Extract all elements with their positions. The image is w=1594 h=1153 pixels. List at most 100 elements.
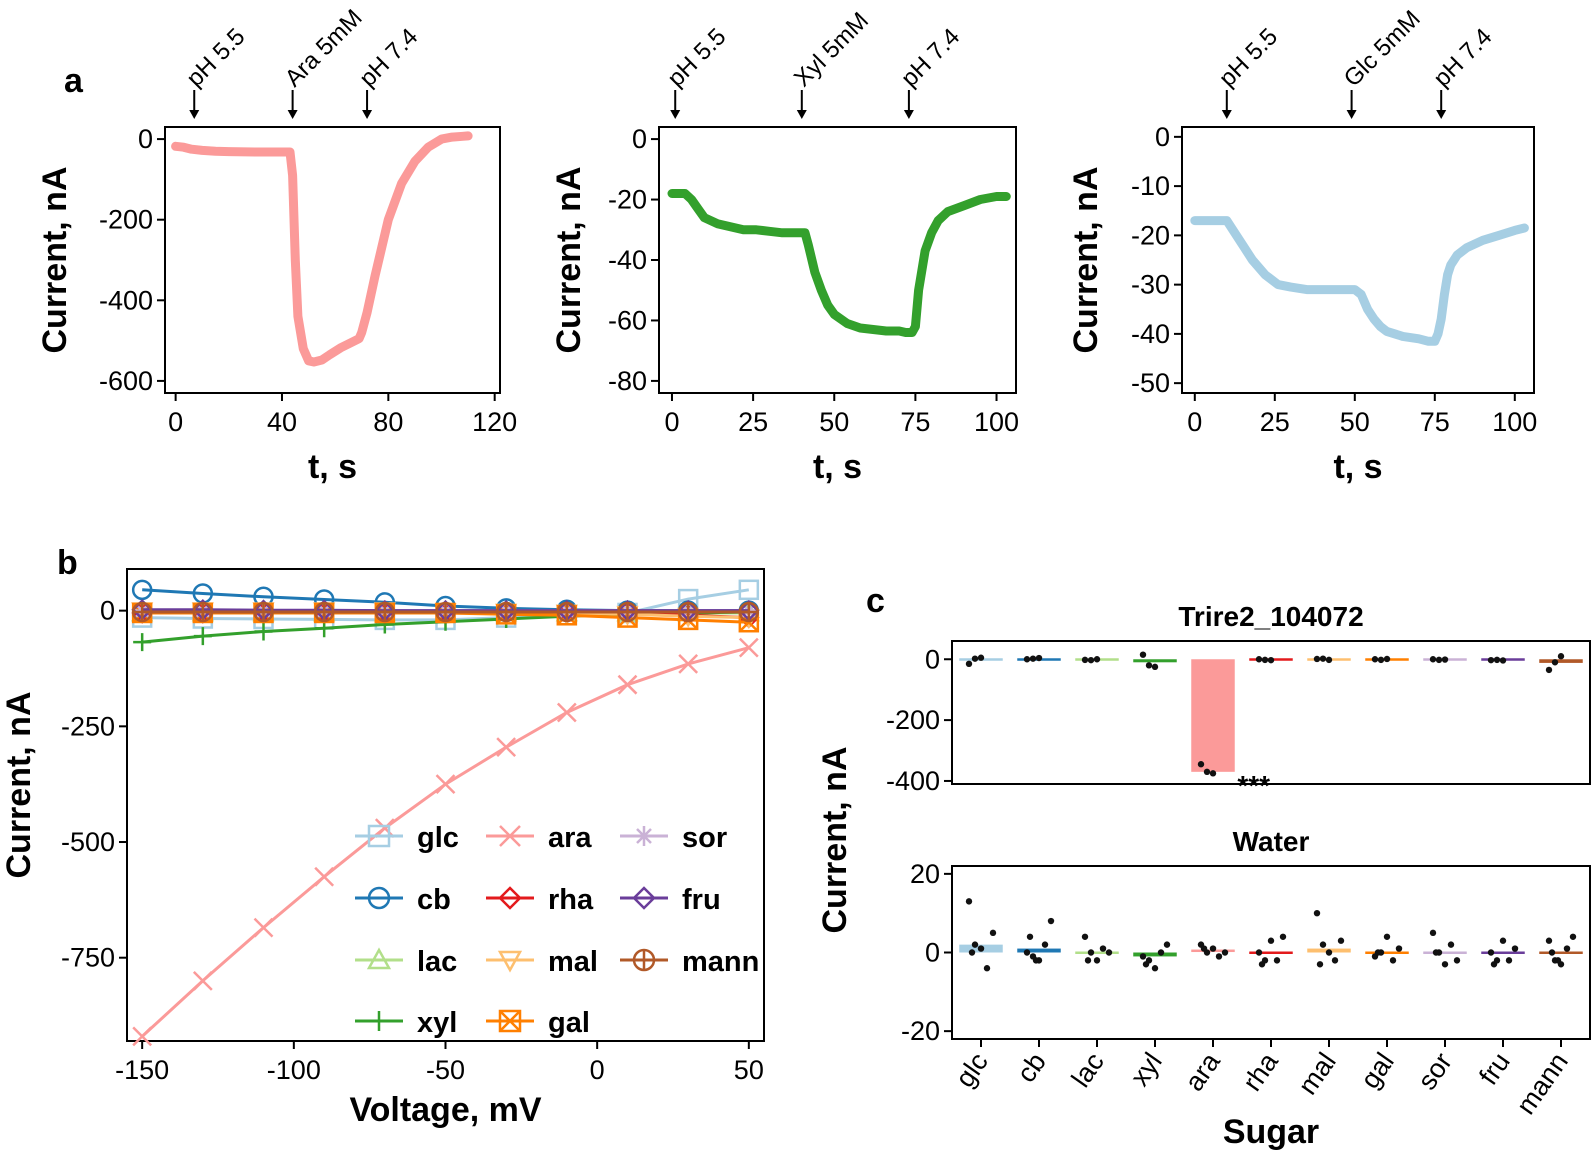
x-tick-label: mal xyxy=(1292,1047,1342,1100)
legend-label: ara xyxy=(548,822,592,854)
marker-circle-plus-cross xyxy=(375,603,394,622)
x-tick-label: gal xyxy=(1355,1047,1400,1094)
bar-xyl xyxy=(1133,952,1177,957)
data-point xyxy=(1493,656,1501,664)
data-point xyxy=(1447,941,1455,948)
data-point xyxy=(1099,945,1107,952)
y-tick-label: 0 xyxy=(925,938,940,968)
y-tick-label: 0 xyxy=(1155,122,1170,152)
data-point xyxy=(1441,961,1449,968)
annotation-label: pH 5.5 xyxy=(1214,23,1283,92)
marker-x xyxy=(556,702,577,723)
marker-x xyxy=(496,737,517,758)
panel-label-c: c xyxy=(866,582,885,620)
bar-fru xyxy=(1481,951,1525,954)
x-tick-label: 0 xyxy=(664,407,679,437)
data-point xyxy=(1279,933,1287,940)
legend-item-gal: gal xyxy=(486,1007,590,1039)
annotation-label: Glc 5mM xyxy=(1339,5,1426,92)
data-point xyxy=(1023,656,1031,663)
data-point xyxy=(968,949,976,956)
x-tick-label: 75 xyxy=(1420,407,1450,437)
data-point xyxy=(1081,933,1089,940)
legend-item-mann: mann xyxy=(620,946,759,978)
legend-label: fru xyxy=(682,884,721,916)
panel-label-a: a xyxy=(64,62,84,100)
y-axis-label: Current, nA xyxy=(36,167,74,354)
x-tick-label: -50 xyxy=(426,1055,465,1085)
data-point xyxy=(1023,949,1031,956)
x-tick-label: 75 xyxy=(900,407,930,437)
x-tick-label: glc xyxy=(950,1047,994,1092)
x-tick-label: mann xyxy=(1511,1047,1574,1120)
data-point xyxy=(1026,933,1034,940)
data-point xyxy=(1139,953,1147,960)
data-point xyxy=(1487,656,1495,664)
y-axis-label: Current, nA xyxy=(1067,167,1105,354)
marker-x xyxy=(617,674,638,695)
marker-plus xyxy=(133,633,152,652)
legend-item-cb: cb xyxy=(355,884,451,916)
marker-square-x-cross xyxy=(499,1010,521,1032)
marker-x xyxy=(374,818,395,839)
x-tick-label: 0 xyxy=(1187,407,1202,437)
y-axis-label: Current, nA xyxy=(550,167,588,354)
annotation-arrow-head xyxy=(670,110,681,119)
trace-line xyxy=(667,189,1011,337)
marker-circle-plus-cross xyxy=(739,603,758,622)
y-tick-label: -20 xyxy=(901,1016,940,1046)
data-point xyxy=(1197,761,1205,768)
y-tick-label: -250 xyxy=(61,711,115,741)
data-point xyxy=(1313,909,1321,917)
x-tick-label: 50 xyxy=(734,1055,764,1085)
data-point xyxy=(1545,937,1553,944)
data-point xyxy=(971,941,979,948)
significance-annotation: *** xyxy=(1237,770,1270,801)
data-point xyxy=(983,965,991,972)
marker-plus xyxy=(254,622,273,641)
marker-circle xyxy=(131,579,153,601)
x-tick-label: 0 xyxy=(590,1055,605,1085)
marker-x xyxy=(435,774,456,795)
marker-square-x xyxy=(498,1009,522,1033)
plot-frame xyxy=(164,126,501,394)
x-tick-label: rha xyxy=(1237,1046,1285,1096)
marker-triangle-down xyxy=(497,950,523,973)
data-point xyxy=(1316,961,1324,968)
data-point xyxy=(1203,768,1211,776)
data-point xyxy=(989,929,997,937)
data-point xyxy=(1499,937,1507,944)
y-tick-label: -40 xyxy=(1131,319,1170,349)
annotation-arrow-head xyxy=(362,110,373,119)
marker-triangle-up xyxy=(366,947,392,970)
x-tick-label: 120 xyxy=(472,407,517,437)
panel-label-b: b xyxy=(57,544,78,582)
data-point xyxy=(1319,941,1327,948)
y-tick-label: 0 xyxy=(138,124,153,154)
data-point xyxy=(1215,953,1223,960)
x-axis-label: Voltage, mV xyxy=(349,1091,541,1129)
annotation-label: Ara 5mM xyxy=(280,4,368,92)
marker-x xyxy=(678,653,699,674)
x-tick-label: 25 xyxy=(738,407,768,437)
data-point xyxy=(1200,945,1208,952)
y-tick-label: 0 xyxy=(925,644,940,674)
y-tick-label: -600 xyxy=(99,366,153,396)
marker-plus xyxy=(193,627,212,646)
x-axis-label: t, s xyxy=(813,448,862,486)
series-mann xyxy=(131,601,760,623)
annotation-arrow-head xyxy=(189,110,200,119)
marker-diamond xyxy=(632,886,656,910)
bar-gal xyxy=(1365,951,1409,954)
x-tick-label: 25 xyxy=(1260,407,1290,437)
y-tick-label: -400 xyxy=(886,766,940,796)
x-tick-label: 40 xyxy=(267,407,297,437)
data-point xyxy=(1435,656,1443,664)
data-point xyxy=(1374,949,1382,956)
marker-circle-plus-cross xyxy=(557,603,576,622)
legend-label: mann xyxy=(682,946,759,978)
marker-x xyxy=(738,637,759,658)
subplot-title: Trire2_104072 xyxy=(1178,601,1363,632)
data-point xyxy=(1041,941,1049,948)
marker-circle-plus-cross xyxy=(193,603,212,622)
